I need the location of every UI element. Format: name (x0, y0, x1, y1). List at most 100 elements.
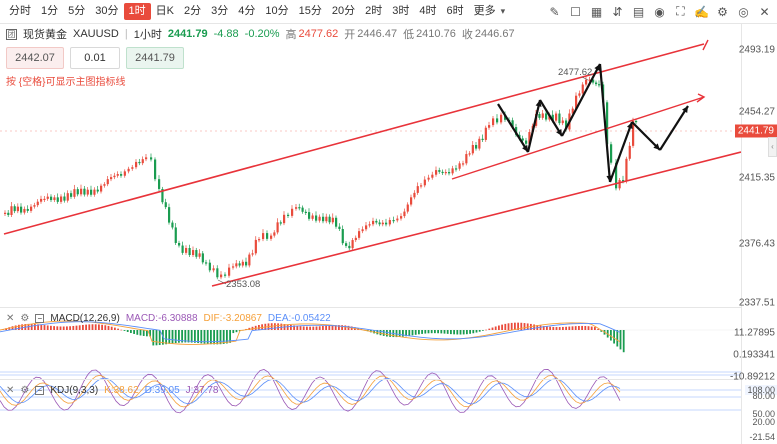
timeframe-14[interactable]: 4时 (419, 5, 437, 17)
forecast-arrow (561, 63, 601, 137)
settings-icon[interactable]: ⚙ (20, 385, 30, 396)
macd-histogram-bar (40, 324, 43, 330)
close-value: 2446.67 (474, 28, 515, 40)
macd-histogram-bar (194, 330, 196, 343)
candle-body (427, 177, 430, 180)
candle-body (93, 189, 96, 195)
settings-icon[interactable]: ⚙ (717, 4, 728, 19)
macd-title: MACD(12,26,9) (50, 313, 120, 324)
candle-body (30, 206, 33, 211)
candle-body (551, 114, 554, 121)
grid-icon[interactable]: ▦ (590, 4, 603, 19)
candle-body (341, 228, 344, 244)
quantity-input[interactable]: 0.01 (70, 47, 120, 69)
candle-body (441, 171, 444, 174)
candle-body (83, 188, 86, 195)
candle-body (178, 242, 181, 246)
candle-body (318, 216, 321, 221)
timeframe-0[interactable]: 分时 (9, 5, 31, 17)
macd-histogram-bar (430, 330, 433, 334)
macd-histogram-bar (43, 325, 46, 330)
candle-body (400, 216, 403, 219)
buy-price-button[interactable]: 2441.79 (126, 47, 184, 69)
timeframe-3[interactable]: 30分 (95, 5, 119, 17)
timeframe-9[interactable]: 10分 (265, 5, 289, 17)
timeframe-11[interactable]: 20分 (331, 5, 356, 17)
candle-body (301, 207, 304, 212)
timeframe-2[interactable]: 5分 (68, 5, 86, 17)
settings-icon[interactable]: ⚙ (20, 313, 30, 324)
close-label: 收 (461, 29, 473, 41)
layout-icon[interactable]: ▤ (632, 4, 645, 19)
timeframe-1[interactable]: 1分 (41, 5, 59, 17)
candle-body (110, 177, 113, 180)
candle-body (541, 113, 544, 118)
timeframe-15[interactable]: 6时 (446, 5, 464, 17)
candle-body (53, 197, 56, 201)
macd-axis-tick: 0.193341 (733, 349, 775, 361)
timeframe-4[interactable]: 1时 (123, 3, 151, 20)
macd-histogram-bar (549, 326, 551, 330)
macd-histogram-bar (504, 323, 507, 330)
collapse-icon[interactable]: − (35, 386, 45, 395)
macd-histogram-bar (290, 324, 292, 330)
interval-label[interactable]: 1小时 (133, 29, 162, 41)
candle-body (20, 206, 23, 213)
timeframe-5[interactable]: 日K (155, 5, 174, 17)
candle-body (315, 215, 318, 221)
macd-histogram-bar (344, 325, 347, 330)
candle-body (462, 163, 465, 165)
chart-canvas[interactable]: 2477.62 2353.08 (0, 24, 741, 444)
macd-histogram-bar (277, 323, 279, 330)
sell-price-button[interactable]: 2442.07 (6, 47, 64, 69)
close-icon[interactable]: ✕ (6, 385, 15, 396)
macd-histogram-bar (30, 323, 33, 330)
panel-divider (0, 307, 741, 308)
candle-body (276, 222, 279, 233)
candle-body (618, 180, 621, 189)
timeframe-13[interactable]: 3时 (392, 5, 410, 17)
macd-histogram-bar (456, 330, 459, 335)
macd-histogram-bar (546, 326, 548, 330)
candle-body (396, 218, 399, 221)
macd-histogram-bar (446, 330, 449, 334)
candle-body (545, 113, 548, 120)
timeframe-12[interactable]: 2时 (365, 5, 383, 17)
macd-histogram-bar (571, 326, 574, 330)
timeframe-16[interactable]: 更多 (473, 5, 496, 17)
candle-body (622, 180, 625, 182)
macd-histogram-bar (450, 330, 452, 335)
candle-body (465, 154, 468, 164)
timeframe-10[interactable]: 15分 (298, 5, 322, 17)
candle-body (388, 220, 391, 225)
candle-body (245, 261, 248, 266)
timeframe-7[interactable]: 3分 (211, 5, 229, 17)
macd-histogram-bar (203, 330, 206, 344)
macd-histogram-bar (379, 330, 382, 336)
candle-body (201, 253, 204, 263)
eye-icon[interactable]: ◎ (738, 4, 749, 19)
fullscreen-icon[interactable]: ⛶ (676, 4, 685, 18)
square-icon[interactable]: ☐ (570, 4, 581, 19)
chevron-down-icon[interactable]: ▾ (500, 6, 506, 16)
macd-histogram-bar (165, 330, 167, 345)
edit-icon[interactable]: ✍ (694, 4, 709, 19)
pencil-icon[interactable]: ✎ (549, 4, 560, 19)
close-icon[interactable]: ✕ (6, 313, 15, 324)
camera-icon[interactable]: ◉ (654, 4, 665, 19)
symbol-name[interactable]: 现货黄金 (23, 29, 67, 41)
candle-body (4, 212, 7, 214)
expand-panel-icon[interactable]: ‹ (768, 137, 777, 157)
timeframe-8[interactable]: 4分 (238, 5, 256, 17)
macd-histogram-bar (280, 323, 283, 330)
macd-histogram-bar (120, 329, 123, 331)
compare-icon[interactable]: ⇵ (612, 4, 623, 19)
price-axis[interactable]: 2493.19 2454.27 2441.79 2415.35 2376.43 … (730, 24, 777, 444)
forecast-arrow (526, 99, 542, 153)
close-icon[interactable]: ✕ (759, 4, 770, 19)
j-name: J: (185, 385, 194, 396)
collapse-icon[interactable]: − (35, 314, 45, 323)
timeframe-6[interactable]: 2分 (183, 5, 202, 17)
macd-histogram-bar (386, 330, 388, 337)
candle-body (120, 174, 123, 176)
